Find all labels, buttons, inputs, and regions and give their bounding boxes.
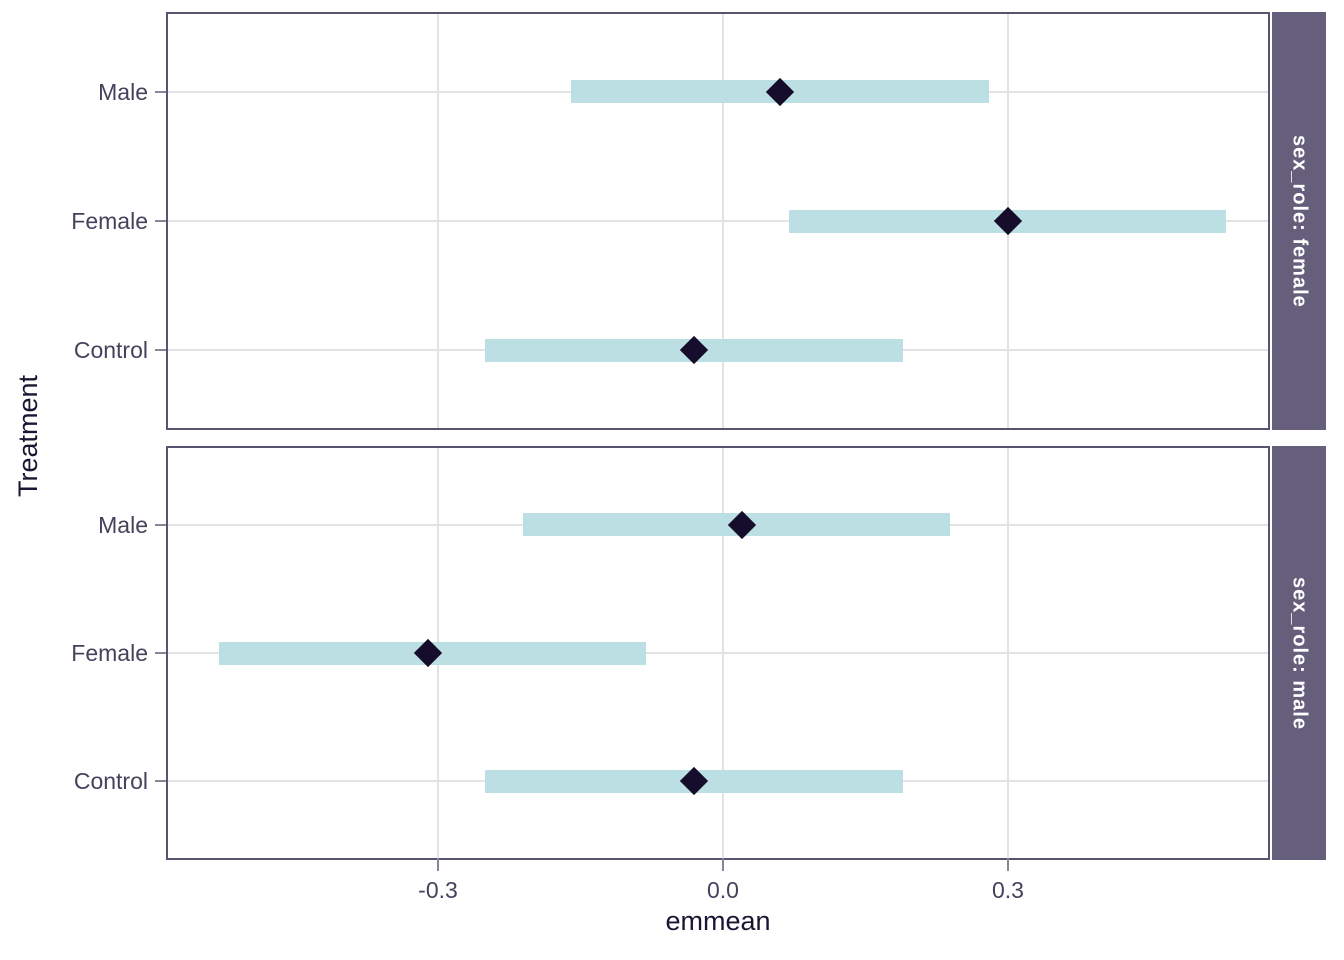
y-axis-tick bbox=[155, 91, 168, 93]
x-tick-label: 0.3 bbox=[992, 877, 1024, 903]
grid-x-line bbox=[722, 448, 724, 858]
y-axis-tick bbox=[155, 349, 168, 351]
y-tick-label: Control bbox=[73, 768, 148, 794]
x-tick-label: -0.3 bbox=[418, 877, 458, 903]
grid-x-line bbox=[437, 14, 439, 428]
y-tick-label: Female bbox=[71, 640, 148, 666]
y-tick-label: Female bbox=[71, 208, 148, 234]
x-axis-title: emmean bbox=[665, 906, 771, 936]
y-tick-label: Male bbox=[98, 512, 148, 538]
facet-strip: sex_role: female bbox=[1272, 12, 1326, 430]
x-axis-tick bbox=[722, 858, 724, 871]
y-axis-tick bbox=[155, 524, 168, 526]
y-tick-label: Control bbox=[73, 337, 148, 363]
grid-y-line bbox=[168, 220, 1268, 222]
y-axis-tick bbox=[155, 652, 168, 654]
facet-strip-label: sex_role: female bbox=[1288, 134, 1311, 308]
x-axis-tick bbox=[1007, 858, 1009, 871]
grid-x-line bbox=[1007, 448, 1009, 858]
grid-y-line bbox=[168, 652, 1268, 654]
x-tick-label: 0.0 bbox=[707, 877, 739, 903]
x-axis-tick bbox=[437, 858, 439, 871]
grid-x-line bbox=[722, 14, 724, 428]
y-tick-label: Male bbox=[98, 79, 148, 105]
facet-strip: sex_role: male bbox=[1272, 446, 1326, 860]
y-axis-tick bbox=[155, 220, 168, 222]
facet-strip-label: sex_role: male bbox=[1288, 576, 1311, 730]
y-axis-tick bbox=[155, 780, 168, 782]
